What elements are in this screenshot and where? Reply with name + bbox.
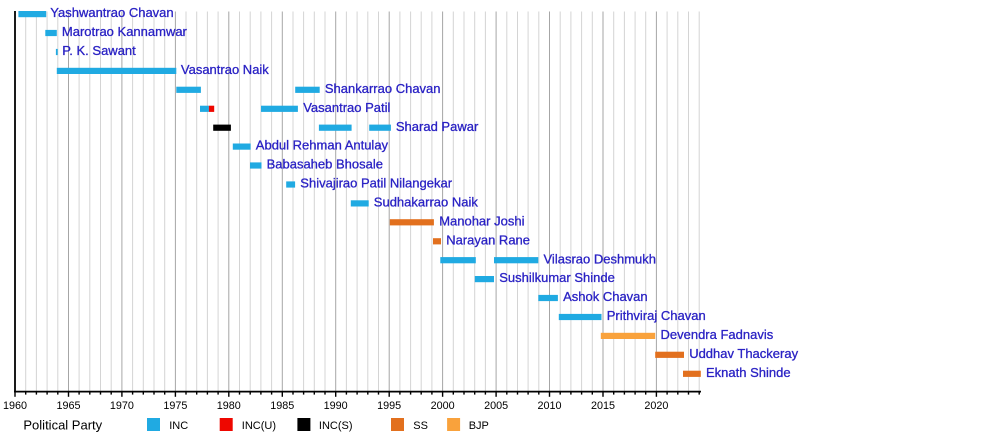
svg-text:Manohar Joshi: Manohar Joshi [439,213,524,228]
svg-text:Eknath Shinde: Eknath Shinde [706,365,791,380]
svg-text:P. K. Sawant: P. K. Sawant [62,43,136,58]
svg-text:Sudhakarrao Naik: Sudhakarrao Naik [374,195,479,210]
svg-text:2020: 2020 [644,400,668,412]
svg-text:2010: 2010 [537,400,561,412]
svg-text:Vasantrao Patil: Vasantrao Patil [303,100,390,115]
svg-text:Marotrao Kannamwar: Marotrao Kannamwar [62,24,188,39]
svg-text:2005: 2005 [484,400,508,412]
svg-text:Ashok Chavan: Ashok Chavan [563,289,648,304]
svg-text:Abdul Rehman Antulay: Abdul Rehman Antulay [256,138,389,153]
svg-text:SS: SS [413,420,428,432]
svg-text:1965: 1965 [56,400,80,412]
svg-text:Vasantrao Naik: Vasantrao Naik [181,62,269,77]
svg-text:Yashwantrao Chavan: Yashwantrao Chavan [50,5,173,20]
svg-text:1975: 1975 [163,400,187,412]
svg-text:1980: 1980 [217,400,241,412]
svg-text:1960: 1960 [3,400,27,412]
svg-text:Babasaheb Bhosale: Babasaheb Bhosale [267,157,383,172]
svg-text:1990: 1990 [324,400,348,412]
svg-text:BJP: BJP [469,420,489,432]
svg-text:Political Party: Political Party [23,418,102,433]
svg-text:Prithviraj Chavan: Prithviraj Chavan [607,308,706,323]
svg-text:Devendra Fadnavis: Devendra Fadnavis [661,327,774,342]
svg-text:1970: 1970 [110,400,134,412]
svg-text:Sharad Pawar: Sharad Pawar [396,119,479,134]
svg-text:1995: 1995 [377,400,401,412]
svg-text:2000: 2000 [431,400,455,412]
svg-text:Narayan Rane: Narayan Rane [446,232,530,247]
svg-text:Shankarrao Chavan: Shankarrao Chavan [325,81,441,96]
svg-text:Uddhav Thackeray: Uddhav Thackeray [689,346,798,361]
svg-text:Sushilkumar Shinde: Sushilkumar Shinde [499,270,615,285]
svg-text:Vilasrao Deshmukh: Vilasrao Deshmukh [544,251,656,266]
svg-text:INC(S): INC(S) [319,420,353,432]
svg-text:INC: INC [169,420,188,432]
svg-text:INC(U): INC(U) [242,420,276,432]
svg-text:Shivajirao Patil Nilangekar: Shivajirao Patil Nilangekar [300,176,452,191]
svg-text:1985: 1985 [270,400,294,412]
svg-text:2015: 2015 [591,400,615,412]
